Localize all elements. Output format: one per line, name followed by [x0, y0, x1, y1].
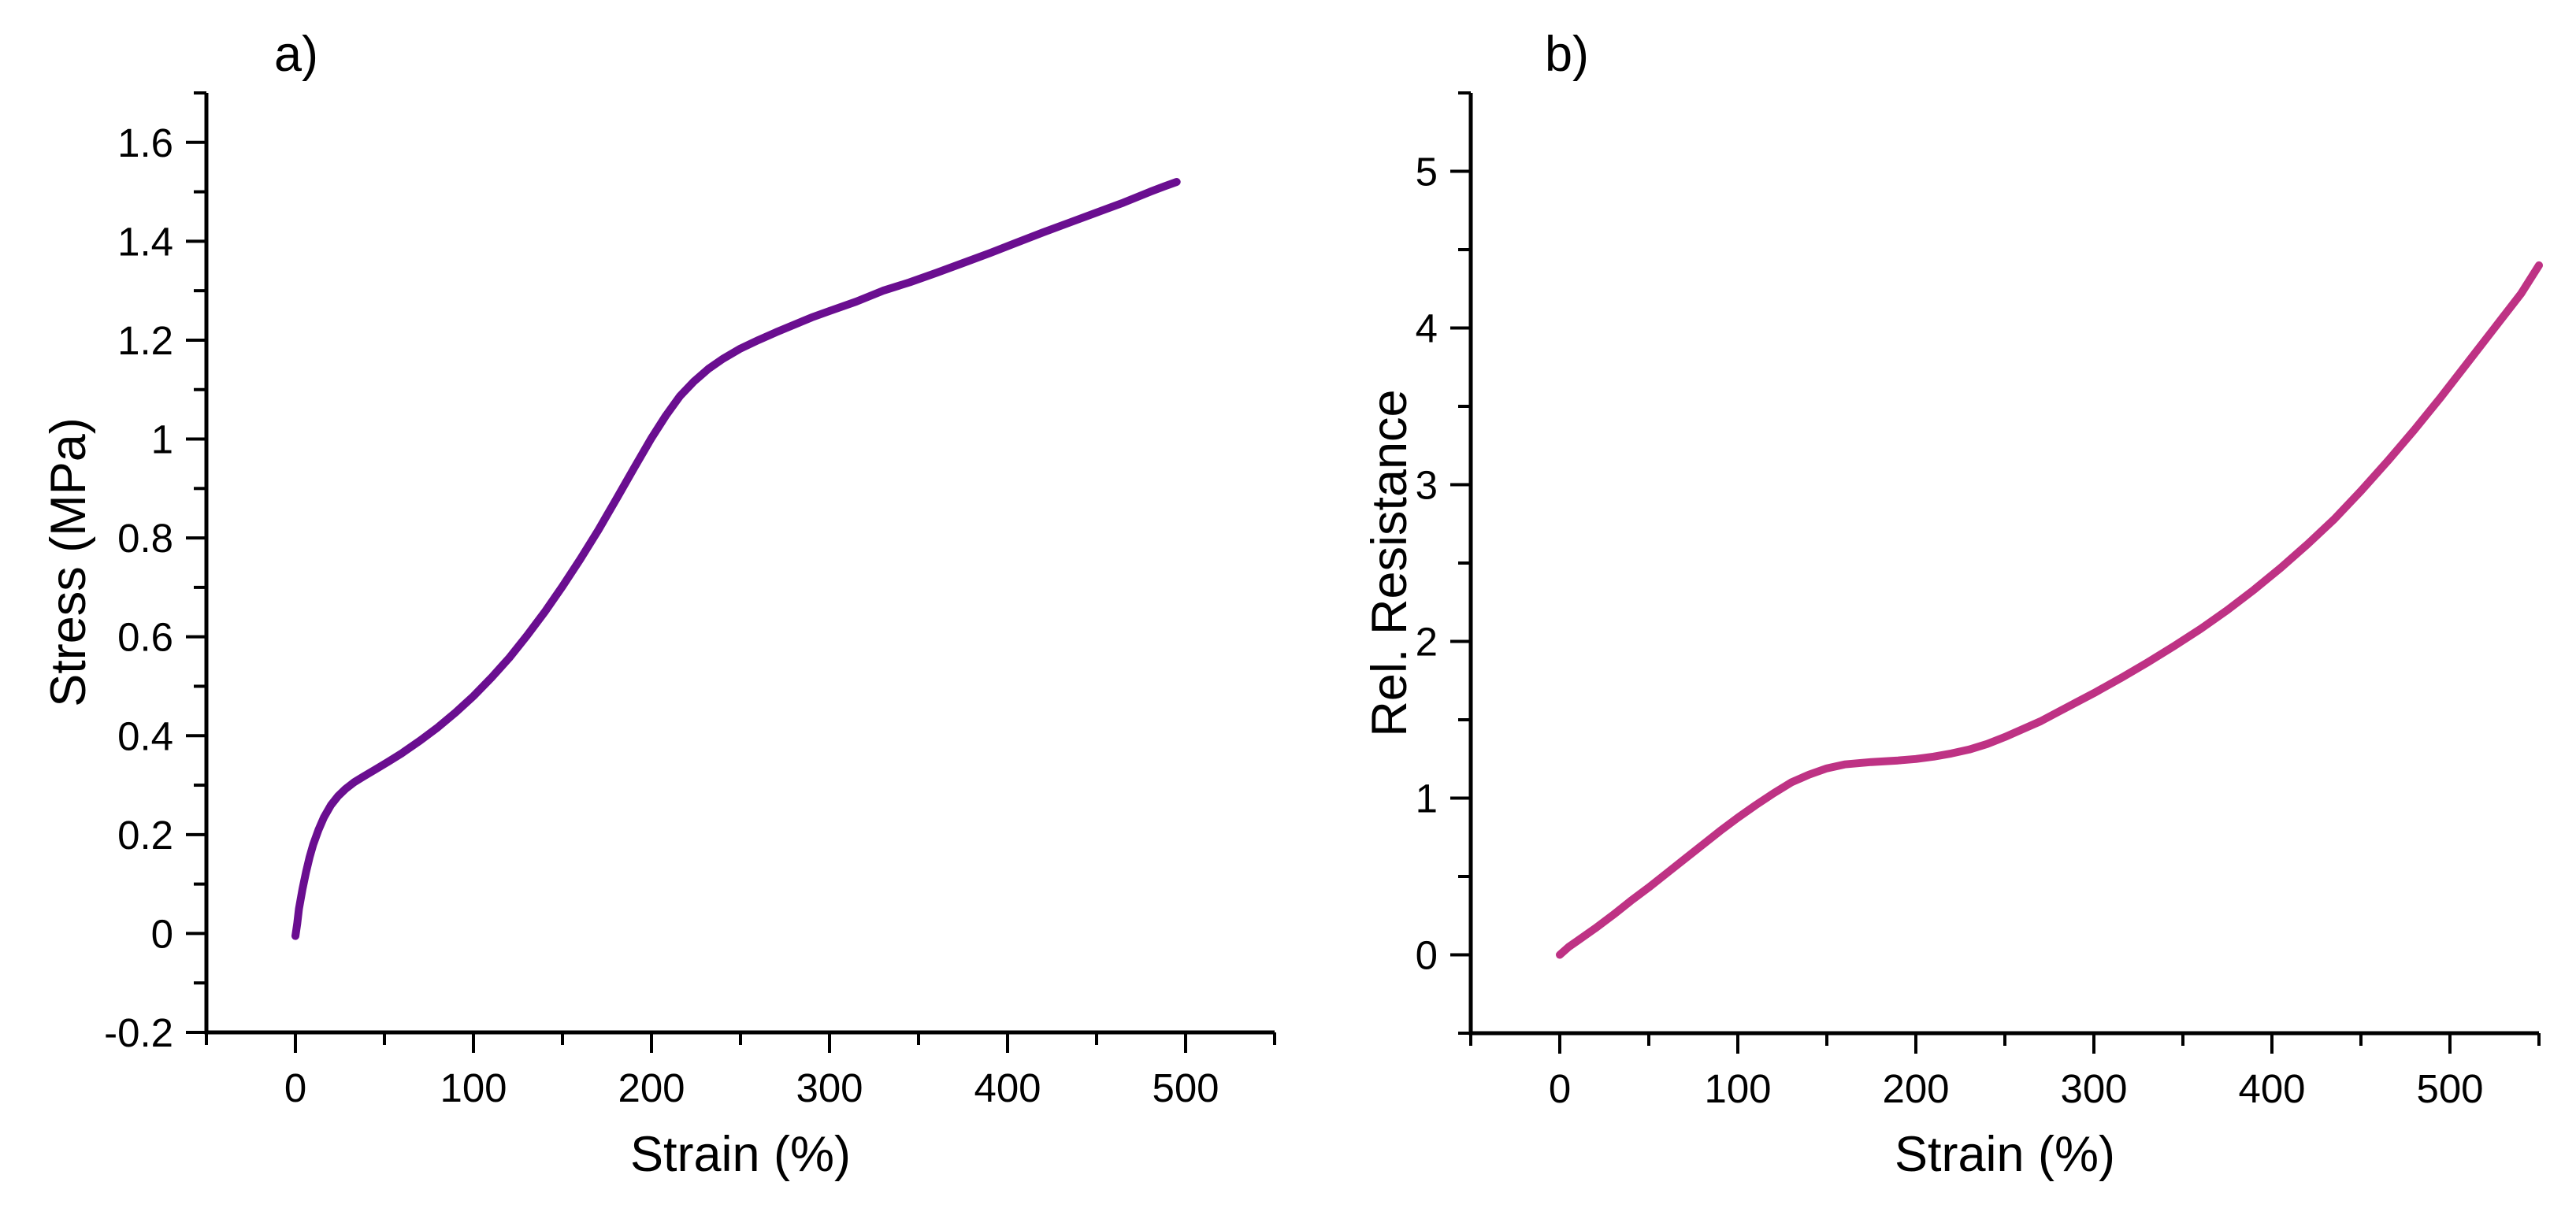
x-tick-label: 200	[1882, 1066, 1949, 1111]
y-tick-label: 0	[151, 911, 173, 956]
panel-b-plot: 0 100 200 300 400 500 0 1 2 3 4 5	[1416, 91, 2543, 1111]
y-tick-label: 1	[151, 417, 173, 462]
y-tick-label: -0.2	[104, 1010, 173, 1055]
stress-strain-curve	[291, 178, 1181, 940]
y-tick-label: 2	[1416, 620, 1438, 665]
panel-b-letter: b)	[1545, 27, 1589, 82]
y-tick-label: 0.2	[117, 813, 173, 858]
y-tick-label: 1.2	[117, 318, 173, 363]
y-tick-label: 1.6	[117, 120, 173, 165]
x-tick-label: 300	[2060, 1066, 2127, 1111]
y-tick-label: 5	[1416, 150, 1438, 195]
x-tick-label: 300	[796, 1065, 863, 1110]
resistance-strain-curve	[1556, 261, 2543, 959]
y-tick-label: 3	[1416, 463, 1438, 508]
x-tick-label: 100	[1704, 1066, 1771, 1111]
panel-a-x-axis-title: Strain (%)	[630, 1127, 851, 1182]
y-tick-label: 0.4	[117, 713, 173, 758]
x-tick-label: 500	[1152, 1065, 1219, 1110]
x-tick-label: 100	[440, 1065, 507, 1110]
y-tick-label: 0	[1416, 933, 1438, 978]
x-tick-label: 400	[2238, 1066, 2305, 1111]
panel-b-x-axis-title: Strain (%)	[1895, 1127, 2115, 1182]
x-tick-label: 400	[974, 1065, 1041, 1110]
panel-a-y-axis-title: Stress (MPa)	[41, 417, 96, 707]
panel-a-letter: a)	[274, 27, 318, 82]
y-tick-label: 4	[1416, 306, 1438, 351]
y-tick-label: 0.8	[117, 516, 173, 561]
x-tick-label: 200	[618, 1065, 685, 1110]
y-tick-label: 1	[1416, 776, 1438, 821]
x-tick-label: 0	[284, 1065, 306, 1110]
x-tick-label: 500	[2416, 1066, 2483, 1111]
panel-a-plot: 0 100 200 300 400 500 -0.2 0 0.2 0.4 0.6 0.8 1 1.2 1.4…	[104, 91, 1276, 1110]
y-tick-label: 0.6	[117, 615, 173, 660]
y-tick-label: 1.4	[117, 219, 173, 264]
panel-b-y-axis-title: Rel. Resistance	[1362, 389, 1417, 736]
x-tick-label: 0	[1549, 1066, 1571, 1111]
